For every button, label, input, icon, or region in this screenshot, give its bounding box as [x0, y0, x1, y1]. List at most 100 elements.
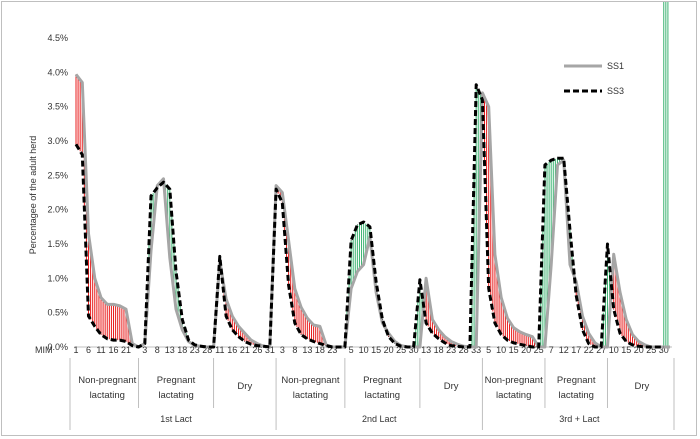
lactation-label: 3rd + Lact — [559, 414, 600, 424]
data-point-ss3 — [507, 339, 508, 341]
data-point-ss3 — [131, 345, 133, 347]
state-group-label: Pregnant — [157, 375, 196, 386]
state-group-sublabel: lactating — [559, 390, 594, 401]
data-point-ss1 — [394, 341, 396, 342]
data-point-ss3 — [256, 345, 258, 347]
x-tick-label: 20 — [384, 345, 394, 355]
x-tick-label: 15 — [509, 345, 519, 355]
data-point-ss3 — [300, 334, 302, 336]
data-point-ss3 — [619, 332, 621, 334]
data-point-ss3 — [638, 345, 640, 347]
data-point-ss1 — [532, 336, 533, 338]
data-point-ss1 — [106, 304, 108, 305]
y-tick-label: 1.5% — [47, 239, 68, 249]
x-tick-label: 18 — [315, 345, 325, 355]
state-group-label: Non-pregnant — [485, 375, 543, 386]
data-point-ss1 — [625, 319, 627, 320]
x-tick-label: 13 — [421, 345, 431, 355]
data-point-ss3 — [600, 346, 602, 348]
data-point-ss3 — [281, 202, 283, 204]
data-point-ss3 — [144, 343, 146, 344]
data-point-ss1 — [156, 185, 158, 187]
data-point-ss3 — [100, 334, 102, 336]
lactation-label: 2nd Lact — [362, 414, 397, 424]
data-point-ss1 — [494, 253, 496, 255]
x-tick-label: 21 — [121, 345, 131, 355]
data-point-ss3 — [288, 284, 289, 286]
data-point-ss3 — [482, 99, 483, 101]
x-tick-label: 30 — [409, 345, 419, 355]
data-point-ss3 — [244, 341, 246, 342]
data-point-ss3 — [375, 281, 377, 283]
data-point-ss3 — [625, 341, 627, 342]
x-tick-label: 11 — [215, 345, 224, 355]
data-point-ss1 — [94, 277, 96, 279]
x-tick-label: 31 — [265, 345, 275, 355]
data-point-ss1 — [169, 257, 171, 259]
y-axis-title: Percentagee of the adult herd — [28, 136, 38, 255]
y-tick-label: 0.5% — [47, 308, 68, 318]
data-point-ss3 — [181, 319, 183, 320]
data-point-ss1 — [488, 106, 490, 108]
state-group-sublabel: lactating — [90, 390, 125, 401]
y-tick-label: 1.0% — [47, 273, 68, 283]
state-group-label: Non-pregnant — [78, 375, 136, 386]
x-tick-label: 20 — [634, 345, 644, 355]
data-point-ss3 — [138, 346, 139, 348]
x-tick-label: 7 — [549, 345, 554, 355]
data-point-ss3 — [113, 339, 114, 341]
data-point-ss1 — [225, 298, 227, 300]
data-point-ss3 — [607, 243, 608, 245]
data-point-ss3 — [231, 329, 233, 331]
data-point-ss3 — [394, 343, 396, 344]
data-point-ss3 — [463, 346, 465, 348]
state-group-label: Dry — [237, 381, 252, 392]
data-point-ss1 — [306, 317, 308, 319]
data-point-ss3 — [406, 346, 408, 348]
data-point-ss3 — [219, 255, 221, 257]
data-point-ss3 — [163, 181, 164, 183]
data-point-ss1 — [81, 82, 83, 84]
data-point-ss3 — [188, 339, 189, 341]
x-tick-label: 5 — [349, 345, 354, 355]
x-tick-label: 13 — [165, 345, 175, 355]
data-point-ss3 — [213, 346, 214, 348]
data-point-ss3 — [644, 346, 646, 348]
data-point-ss3 — [331, 346, 333, 348]
x-tick-label: 18 — [177, 345, 187, 355]
data-point-ss3 — [650, 346, 652, 348]
x-tick-label: 12 — [559, 345, 569, 355]
data-point-ss3 — [269, 346, 271, 348]
state-group-sublabel: lactating — [158, 390, 193, 401]
data-point-ss1 — [88, 233, 89, 235]
data-point-ss1 — [569, 264, 571, 265]
data-point-ss3 — [275, 188, 277, 190]
x-tick-label: 3 — [142, 345, 147, 355]
data-point-ss1 — [181, 329, 183, 331]
data-point-ss3 — [557, 157, 558, 159]
state-group-label: Dry — [634, 381, 649, 392]
state-group-label: Dry — [444, 381, 459, 392]
data-point-ss3 — [413, 346, 415, 348]
x-tick-label: 23 — [446, 345, 456, 355]
series-lines — [74, 73, 671, 349]
data-point-ss1 — [544, 346, 546, 348]
data-point-ss1 — [638, 341, 640, 342]
data-point-ss3 — [150, 195, 152, 197]
data-point-ss1 — [525, 334, 527, 336]
data-point-ss1 — [250, 339, 252, 341]
data-point-ss1 — [619, 291, 621, 293]
data-point-ss1 — [281, 192, 283, 193]
data-point-ss1 — [300, 306, 302, 308]
x-tick-label: 10 — [609, 345, 619, 355]
data-point-ss1 — [231, 315, 233, 317]
data-point-ss1 — [644, 344, 646, 346]
lactation-label: 1st Lact — [160, 414, 192, 424]
y-tick-label: 3.5% — [47, 102, 68, 112]
data-point-ss1 — [557, 164, 558, 166]
data-point-ss1 — [163, 178, 164, 180]
x-tick-label: 26 — [252, 345, 262, 355]
data-point-ss1 — [113, 304, 114, 305]
data-point-ss3 — [500, 334, 502, 336]
data-point-ss3 — [519, 343, 521, 345]
